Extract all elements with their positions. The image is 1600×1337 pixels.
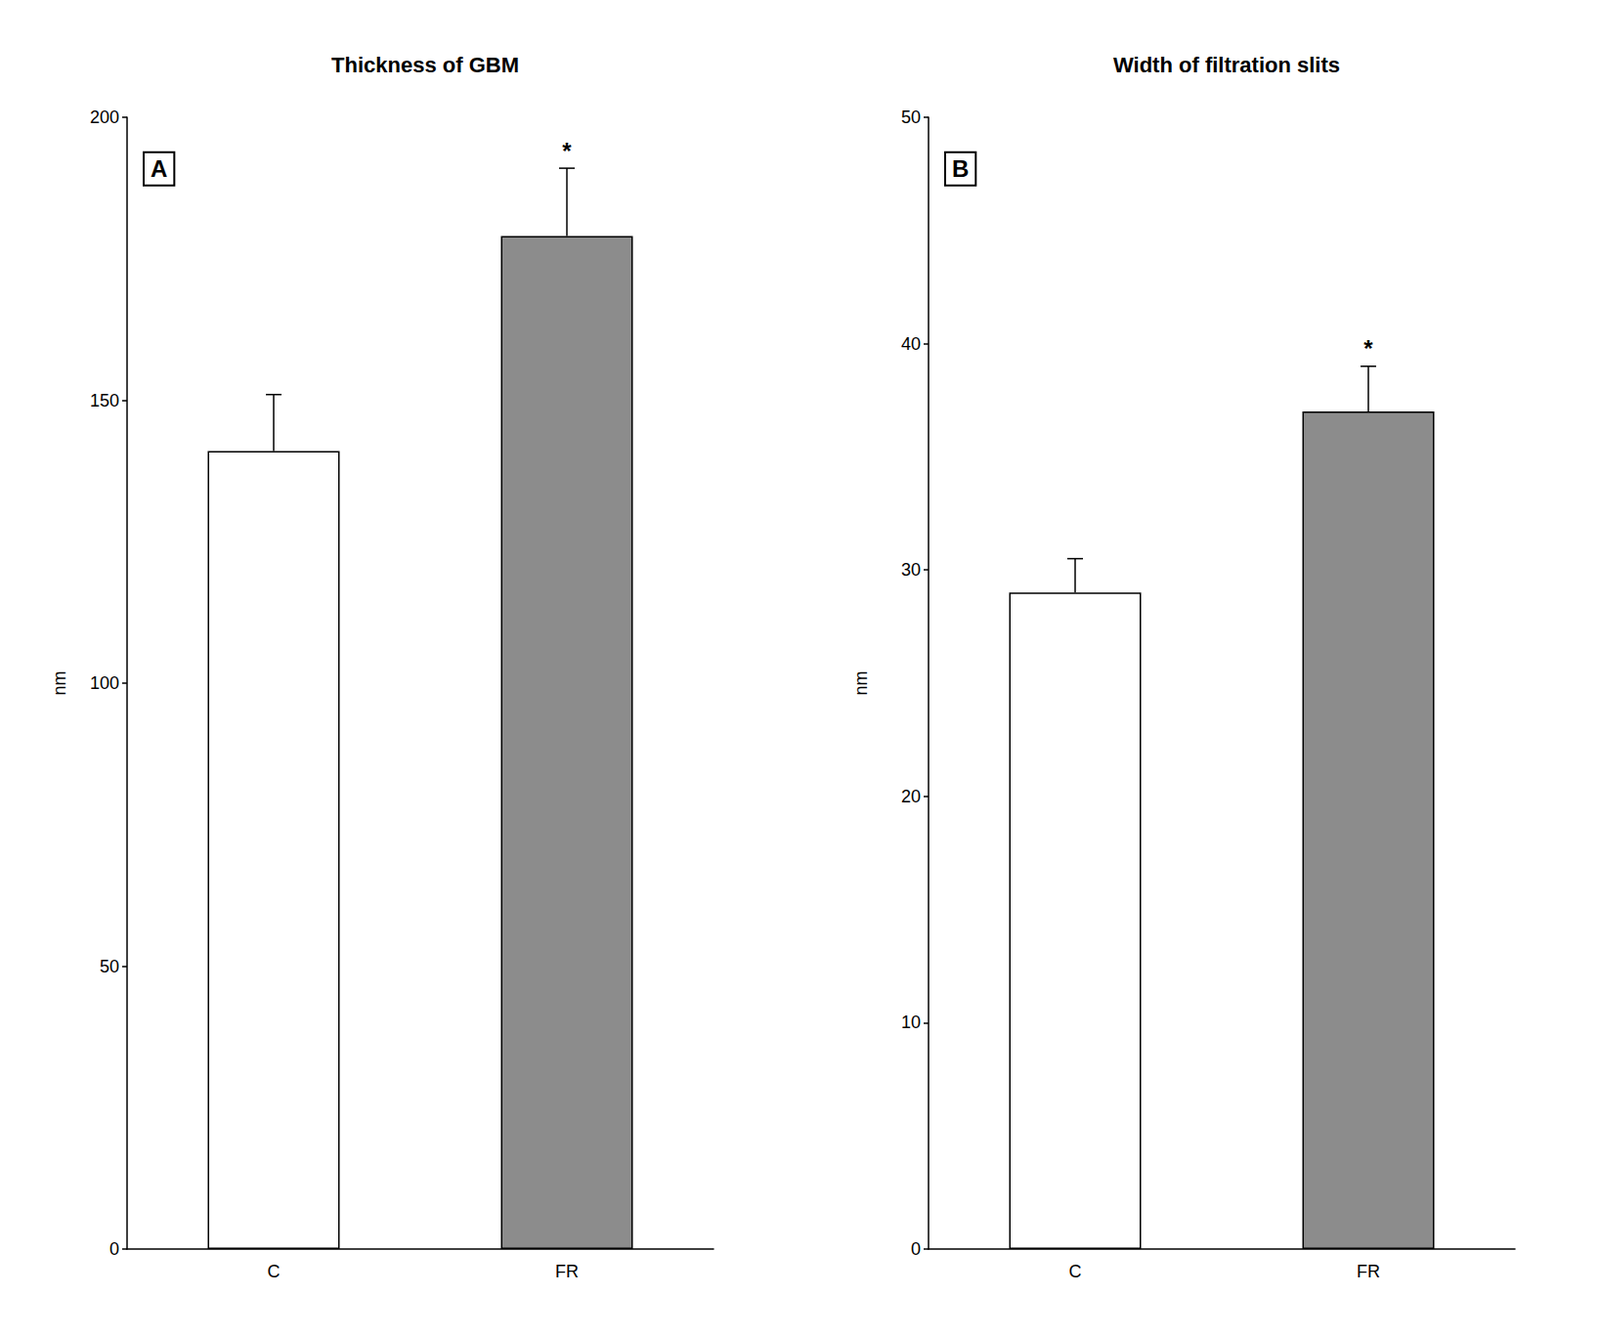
svg-text:10: 10 <box>901 1012 921 1033</box>
svg-text:C: C <box>267 1261 281 1282</box>
svg-text:Thickness of GBM: Thickness of GBM <box>331 52 519 78</box>
svg-text:200: 200 <box>89 107 120 128</box>
svg-text:*: * <box>562 137 572 165</box>
svg-text:nm: nm <box>49 670 70 695</box>
svg-text:Width of filtration slits: Width of filtration slits <box>1113 52 1341 78</box>
svg-text:30: 30 <box>901 560 921 580</box>
svg-text:nm: nm <box>851 670 871 695</box>
svg-text:*: * <box>1363 335 1374 362</box>
svg-text:FR: FR <box>1356 1261 1381 1282</box>
svg-text:0: 0 <box>109 1239 120 1259</box>
svg-text:50: 50 <box>99 956 120 977</box>
svg-text:0: 0 <box>910 1239 921 1259</box>
svg-text:20: 20 <box>901 786 921 807</box>
svg-text:B: B <box>951 155 969 182</box>
svg-text:50: 50 <box>901 107 921 128</box>
svg-text:40: 40 <box>901 334 921 354</box>
svg-text:C: C <box>1069 1261 1082 1282</box>
svg-text:100: 100 <box>89 673 120 693</box>
svg-text:FR: FR <box>555 1261 579 1282</box>
svg-text:A: A <box>150 155 168 182</box>
svg-text:150: 150 <box>89 390 120 411</box>
